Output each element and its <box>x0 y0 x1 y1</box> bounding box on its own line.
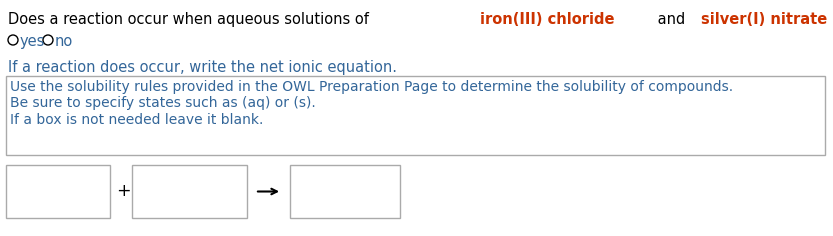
Text: Be sure to specify states such as (aq) or (s).: Be sure to specify states such as (aq) o… <box>10 96 316 110</box>
Text: If a box is not needed leave it blank.: If a box is not needed leave it blank. <box>10 113 263 127</box>
Text: yes: yes <box>20 34 45 49</box>
Bar <box>290 165 400 218</box>
Bar <box>6 76 825 155</box>
Text: Does a reaction occur when aqueous solutions of: Does a reaction occur when aqueous solut… <box>8 12 373 27</box>
Text: silver(I) nitrate: silver(I) nitrate <box>701 12 827 27</box>
Text: If a reaction does occur, write the net ionic equation.: If a reaction does occur, write the net … <box>8 60 397 75</box>
Bar <box>132 165 247 218</box>
Text: and: and <box>653 12 690 27</box>
Text: iron(III) chloride: iron(III) chloride <box>480 12 614 27</box>
Text: +: + <box>116 182 131 201</box>
Text: no: no <box>55 34 73 49</box>
Text: Use the solubility rules provided in the OWL Preparation Page to determine the s: Use the solubility rules provided in the… <box>10 80 733 94</box>
Bar <box>6 165 110 218</box>
